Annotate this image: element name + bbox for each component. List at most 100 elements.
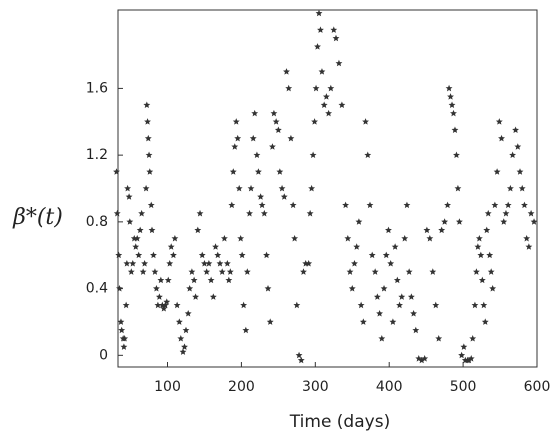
point <box>481 318 489 325</box>
point <box>521 201 528 209</box>
point <box>525 243 533 250</box>
point <box>164 276 172 284</box>
point <box>317 26 324 33</box>
point <box>166 259 174 267</box>
point <box>124 184 132 192</box>
point <box>366 201 374 209</box>
point <box>194 226 202 234</box>
point <box>237 234 245 242</box>
plot-frame <box>117 9 538 368</box>
point <box>125 193 133 200</box>
point <box>136 226 144 234</box>
point <box>266 318 274 325</box>
point <box>312 84 320 92</box>
point <box>205 259 213 267</box>
point <box>278 184 286 192</box>
point <box>142 184 150 192</box>
point <box>451 126 459 134</box>
point <box>139 268 147 275</box>
point <box>346 268 354 275</box>
point <box>444 201 452 209</box>
point <box>198 251 206 259</box>
y-tick-label: 1.6 <box>86 80 108 96</box>
x-tick-label: 500 <box>450 379 477 395</box>
point <box>523 234 531 242</box>
x-tick-label: 400 <box>376 379 403 395</box>
point <box>509 151 517 159</box>
point <box>502 209 510 217</box>
point <box>421 355 429 362</box>
point <box>357 301 365 309</box>
point <box>232 118 240 125</box>
point <box>398 293 406 300</box>
point <box>285 84 293 92</box>
point <box>484 209 492 217</box>
point <box>157 276 165 284</box>
point <box>495 118 503 125</box>
point <box>322 93 330 100</box>
point <box>249 134 257 142</box>
point <box>391 243 399 250</box>
point <box>177 335 185 342</box>
point <box>293 301 301 309</box>
point <box>465 356 473 364</box>
point <box>491 201 499 209</box>
point <box>126 218 134 225</box>
x-tick-label: 100 <box>154 379 181 395</box>
point <box>155 293 163 300</box>
point <box>251 109 259 117</box>
point <box>518 184 526 192</box>
point <box>454 184 462 192</box>
point <box>260 209 268 217</box>
point <box>269 143 276 150</box>
point <box>234 134 242 142</box>
point <box>235 184 243 192</box>
point <box>225 276 233 284</box>
point <box>192 293 200 300</box>
point <box>242 326 250 334</box>
point <box>348 284 356 292</box>
y-axis-label: β*(t) <box>12 205 63 230</box>
point <box>254 168 262 175</box>
point <box>506 184 514 192</box>
point <box>170 251 177 259</box>
point <box>240 301 248 309</box>
point <box>318 68 326 75</box>
point <box>426 234 434 242</box>
point <box>327 84 335 92</box>
point <box>223 259 231 267</box>
point <box>148 226 156 234</box>
point <box>380 284 388 292</box>
point <box>287 134 295 142</box>
point <box>311 118 318 125</box>
point <box>218 268 226 275</box>
point <box>353 243 361 250</box>
point <box>314 43 321 50</box>
point <box>238 251 246 259</box>
point <box>297 356 305 364</box>
point <box>115 251 123 259</box>
point <box>455 218 463 225</box>
point <box>184 310 192 317</box>
point <box>181 343 188 350</box>
point <box>173 301 181 309</box>
point <box>295 351 303 359</box>
point <box>445 84 453 92</box>
point <box>472 268 480 275</box>
point <box>441 218 449 225</box>
point <box>246 209 253 217</box>
point <box>186 284 194 292</box>
point <box>412 326 420 334</box>
point <box>320 101 328 108</box>
point <box>396 301 403 309</box>
point <box>382 251 390 259</box>
point <box>435 335 443 342</box>
point <box>135 251 143 259</box>
point <box>432 301 440 309</box>
point <box>407 293 415 300</box>
point <box>283 68 290 75</box>
point <box>274 126 282 134</box>
y-tick-label: 1.2 <box>86 147 108 163</box>
point <box>453 151 460 159</box>
point <box>487 268 495 275</box>
